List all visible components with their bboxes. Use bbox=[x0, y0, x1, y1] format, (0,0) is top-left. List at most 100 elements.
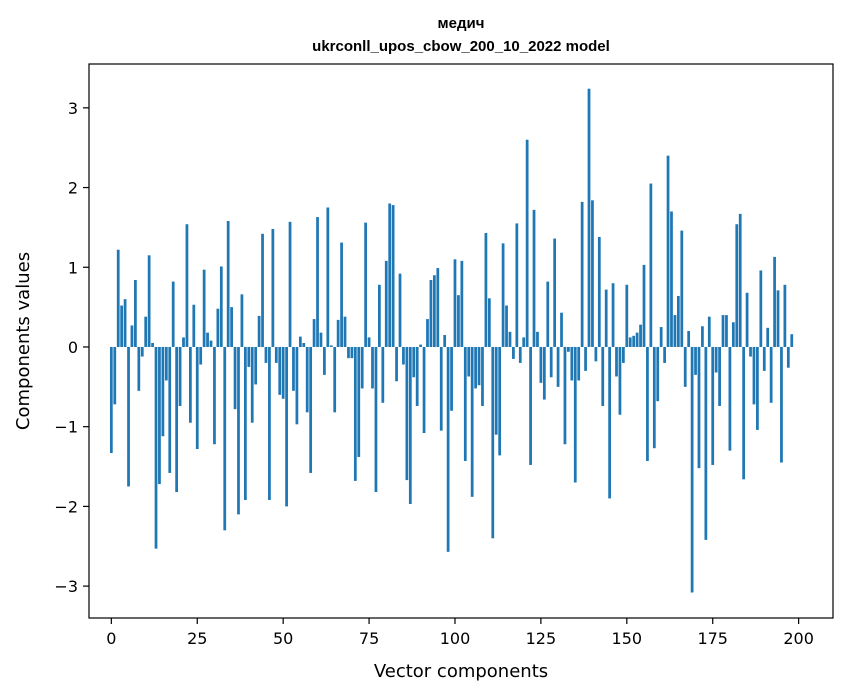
bar-155 bbox=[642, 264, 646, 347]
bar-48 bbox=[274, 346, 278, 363]
bar-170 bbox=[694, 346, 697, 375]
bar-188 bbox=[756, 346, 759, 430]
bar-83 bbox=[395, 346, 398, 382]
y-tick-label-2: 2 bbox=[68, 179, 78, 198]
bar-153 bbox=[635, 332, 639, 347]
y-tick-label-1: 1 bbox=[68, 258, 78, 277]
bar-109 bbox=[484, 232, 488, 347]
bar-103 bbox=[463, 346, 467, 461]
x-tick-label-125: 125 bbox=[526, 629, 557, 648]
bar-182 bbox=[735, 224, 739, 347]
bar-70 bbox=[350, 346, 354, 359]
bar-166 bbox=[680, 230, 684, 347]
x-tick-label-150: 150 bbox=[612, 629, 643, 648]
bar-72 bbox=[357, 346, 361, 457]
bar-29 bbox=[209, 340, 213, 347]
bar-73 bbox=[360, 346, 364, 389]
bar-39 bbox=[243, 346, 247, 501]
bar-50 bbox=[281, 346, 285, 399]
bar-88 bbox=[412, 346, 416, 378]
bar-146 bbox=[611, 283, 615, 347]
bar-81 bbox=[388, 203, 392, 347]
bar-198 bbox=[790, 334, 794, 347]
bar-60 bbox=[316, 217, 319, 347]
bar-123 bbox=[532, 209, 536, 347]
bar-63 bbox=[326, 207, 330, 347]
bar-26 bbox=[199, 346, 203, 365]
bar-128 bbox=[549, 346, 553, 378]
bar-176 bbox=[714, 346, 718, 373]
bar-68 bbox=[343, 316, 347, 347]
bar-193 bbox=[773, 256, 776, 347]
bar-74 bbox=[364, 222, 368, 347]
bar-61 bbox=[319, 332, 323, 347]
bar-79 bbox=[381, 346, 385, 403]
bar-91 bbox=[422, 346, 426, 434]
bar-64 bbox=[329, 345, 333, 347]
bar-162 bbox=[666, 155, 670, 347]
bar-124 bbox=[536, 331, 539, 347]
bar-126 bbox=[542, 346, 546, 400]
bar-96 bbox=[439, 346, 443, 431]
plot-area-frame bbox=[88, 63, 834, 619]
bar-185 bbox=[745, 292, 749, 347]
bar-92 bbox=[426, 319, 429, 347]
bar-27 bbox=[202, 269, 206, 347]
bar-138 bbox=[584, 346, 587, 371]
bar-191 bbox=[766, 327, 770, 347]
bar-7 bbox=[134, 280, 137, 347]
bar-135 bbox=[573, 346, 577, 483]
bar-141 bbox=[594, 346, 598, 362]
bar-67 bbox=[340, 242, 343, 347]
bar-80 bbox=[384, 260, 388, 347]
bar-43 bbox=[257, 315, 261, 347]
bar-47 bbox=[271, 229, 275, 347]
bar-10 bbox=[144, 316, 148, 347]
bar-127 bbox=[546, 281, 550, 347]
bar-65 bbox=[333, 346, 337, 413]
bar-106 bbox=[474, 346, 477, 389]
bar-131 bbox=[560, 312, 563, 347]
bar-87 bbox=[408, 346, 412, 505]
y-tick-label--2: −2 bbox=[54, 497, 78, 516]
bar-40 bbox=[247, 346, 251, 367]
bar-11 bbox=[147, 255, 151, 347]
bar-101 bbox=[457, 295, 460, 347]
bar-181 bbox=[731, 322, 735, 347]
bar-175 bbox=[711, 346, 715, 465]
bar-19 bbox=[175, 346, 179, 493]
bar-78 bbox=[378, 284, 381, 347]
bar-116 bbox=[508, 331, 512, 347]
chart-title-line2: ukrconll_upos_cbow_200_10_2022 model bbox=[312, 38, 610, 55]
bar-147 bbox=[615, 346, 618, 377]
bar-42 bbox=[254, 346, 258, 385]
bar-100 bbox=[453, 259, 457, 347]
bar-165 bbox=[676, 295, 680, 347]
bar-104 bbox=[467, 346, 471, 377]
bar-3 bbox=[120, 305, 124, 347]
bar-99 bbox=[450, 346, 453, 411]
bar-82 bbox=[391, 205, 395, 347]
bar-139 bbox=[587, 88, 591, 347]
bar-94 bbox=[432, 275, 436, 347]
bar-157 bbox=[649, 183, 653, 347]
bar-4 bbox=[123, 299, 127, 347]
bar-186 bbox=[749, 346, 752, 357]
x-tick-label-175: 175 bbox=[697, 629, 728, 648]
bar-171 bbox=[697, 346, 701, 469]
bar-51 bbox=[285, 346, 288, 507]
bar-12 bbox=[151, 342, 154, 347]
y-tick-label--3: −3 bbox=[54, 577, 78, 596]
bar-160 bbox=[659, 327, 663, 347]
bar-145 bbox=[608, 346, 611, 499]
bar-113 bbox=[498, 346, 502, 456]
bar-9 bbox=[140, 346, 144, 357]
bar-21 bbox=[182, 337, 185, 347]
bar-132 bbox=[563, 346, 567, 445]
bar-168 bbox=[687, 331, 691, 347]
bar-120 bbox=[522, 337, 526, 347]
y-axis-ticks: −3 −2 −1 0 1 2 3 bbox=[54, 99, 89, 596]
bar-107 bbox=[477, 346, 481, 386]
bar-183 bbox=[738, 213, 742, 347]
bar-172 bbox=[701, 326, 704, 347]
